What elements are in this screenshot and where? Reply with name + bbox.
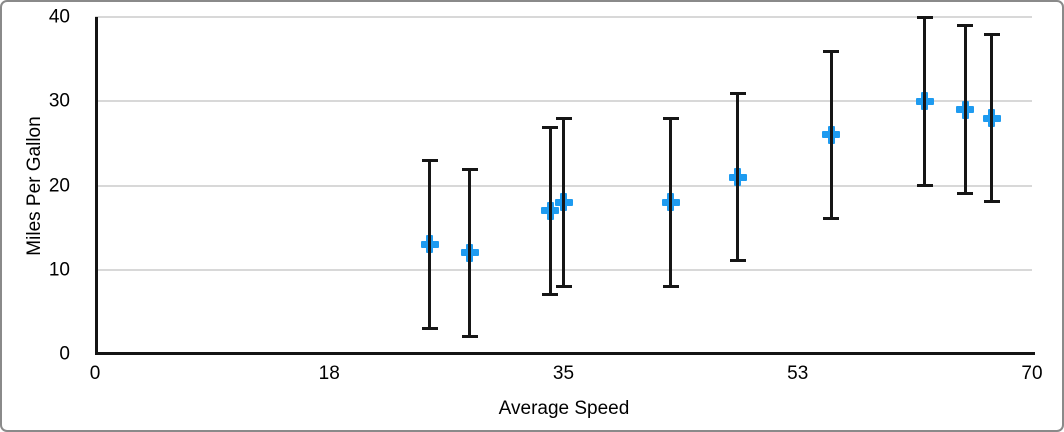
error-bar-overlay: [923, 92, 927, 111]
x-axis-line: [95, 352, 1035, 355]
error-bar-bottom-cap: [662, 284, 679, 288]
error-bar-overlay: [468, 243, 472, 262]
plot-area: [95, 16, 1035, 355]
error-bar-top-cap: [916, 16, 933, 19]
error-bar-bottom-cap: [542, 293, 559, 297]
y-tick-label: 30: [48, 90, 70, 112]
error-bar-top-cap: [542, 125, 559, 129]
error-bar-bottom-cap: [729, 259, 746, 263]
error-bar-bottom-cap: [421, 326, 438, 330]
gridline: [95, 16, 1032, 18]
error-bar-overlay: [736, 168, 739, 187]
x-tick-label: 35: [552, 363, 575, 384]
x-tick-label: 18: [318, 363, 340, 384]
y-tick-label: 0: [59, 343, 70, 365]
error-bar-overlay: [548, 201, 552, 220]
x-axis-title: Average Speed: [498, 398, 630, 419]
error-bar-bottom-cap: [555, 284, 572, 288]
error-bar-overlay: [669, 193, 673, 212]
error-bar-top-cap: [729, 91, 746, 95]
y-tick-label: 20: [48, 175, 70, 196]
error-bar-bottom-cap: [957, 191, 974, 195]
error-bar-bottom-cap: [461, 335, 478, 339]
error-bar-top-cap: [461, 167, 478, 171]
y-tick-label: 40: [48, 6, 70, 28]
error-bar-top-cap: [421, 159, 438, 163]
x-tick-label: 0: [89, 363, 101, 384]
error-bar-overlay: [963, 100, 967, 119]
error-bar-top-cap: [957, 24, 974, 28]
gridline: [95, 100, 1032, 103]
y-axis-line: [95, 17, 98, 354]
error-bar-top-cap: [662, 117, 679, 121]
y-tick-label: 10: [48, 259, 70, 281]
error-bar-top-cap: [983, 32, 1000, 36]
error-bar-bottom-cap: [916, 183, 933, 187]
y-axis-title: Miles Per Gallon: [24, 116, 45, 256]
error-bar-bottom-cap: [823, 217, 840, 221]
error-bar-bottom-cap: [983, 200, 1000, 204]
x-tick-label: 70: [1021, 363, 1043, 384]
x-tick-label: 53: [787, 363, 809, 384]
error-bar-overlay: [428, 235, 432, 254]
error-bar-overlay: [562, 193, 565, 212]
error-bar-overlay: [829, 125, 833, 144]
error-bar-overlay: [990, 109, 994, 128]
error-bar-top-cap: [823, 49, 840, 53]
error-bar-top-cap: [555, 117, 572, 121]
